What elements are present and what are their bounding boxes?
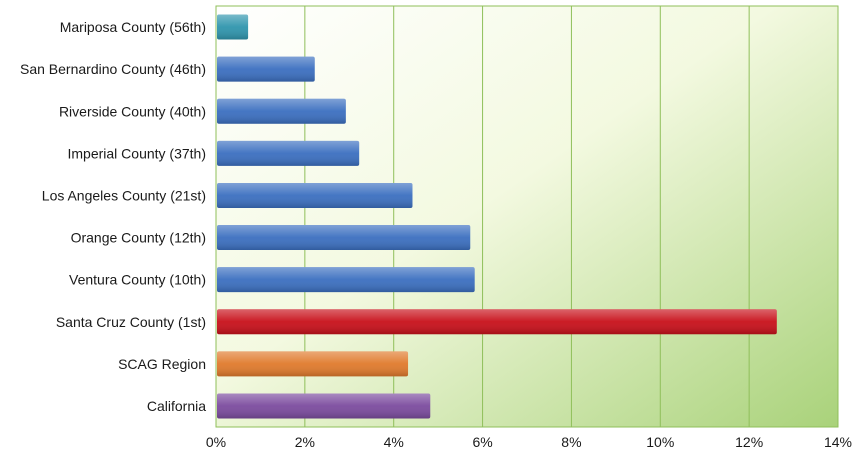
bar-highlight — [217, 182, 413, 208]
category-label: Imperial County (37th) — [67, 145, 206, 161]
bar-highlight — [217, 98, 346, 124]
category-label: SCAG Region — [118, 356, 206, 372]
x-tick-label: 8% — [561, 434, 581, 450]
category-label: Riverside County (40th) — [59, 103, 206, 119]
x-tick-label: 2% — [295, 434, 315, 450]
bar-highlight — [217, 393, 431, 419]
x-tick-label: 12% — [735, 434, 763, 450]
bars — [217, 14, 777, 419]
x-tick-labels: 0% 2% 4% 6% 8% 10% 12% 14% — [206, 434, 852, 450]
x-tick-label: 6% — [472, 434, 492, 450]
x-tick-label: 4% — [384, 434, 404, 450]
bar-highlight — [217, 56, 315, 82]
category-label: San Bernardino County (46th) — [20, 61, 206, 77]
category-label: Santa Cruz County (1st) — [56, 314, 206, 330]
bar-highlight — [217, 14, 249, 40]
category-labels: Mariposa County (56th) San Bernardino Cou… — [20, 19, 206, 414]
bar-highlight — [217, 225, 471, 251]
bar-highlight — [217, 309, 777, 335]
x-tick-label: 0% — [206, 434, 226, 450]
x-tick-label: 10% — [646, 434, 674, 450]
bar-highlight — [217, 140, 360, 166]
x-tick-label: 14% — [824, 434, 852, 450]
category-label: California — [147, 398, 206, 414]
category-label: Los Angeles County (21st) — [42, 187, 206, 203]
bar-highlight — [217, 351, 409, 377]
category-label: Orange County (12th) — [71, 230, 206, 246]
category-label: Mariposa County (56th) — [60, 19, 206, 35]
category-label: Ventura County (10th) — [69, 272, 206, 288]
bar-highlight — [217, 267, 475, 293]
